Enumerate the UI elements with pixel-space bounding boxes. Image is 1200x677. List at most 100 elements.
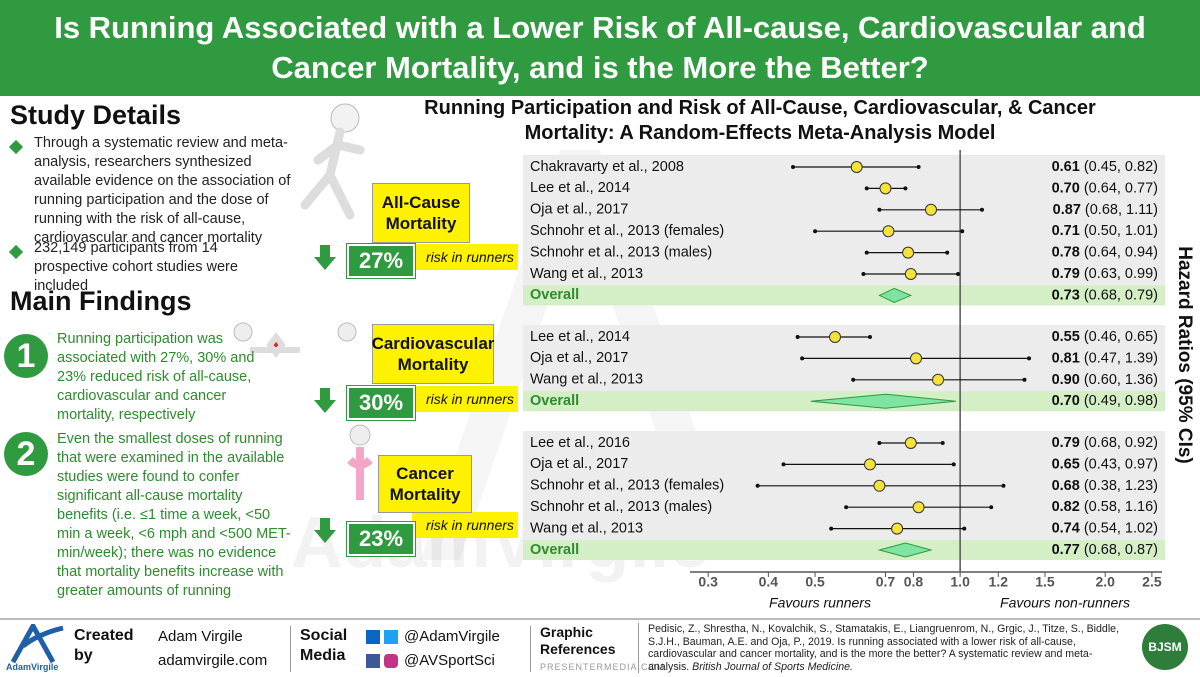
ci-high-end: [951, 462, 956, 467]
hr-label: 0.90 (0.60, 1.36): [1052, 372, 1158, 388]
note: risk in runners: [412, 244, 518, 270]
note: risk in runners: [412, 512, 518, 538]
hr-value: 0.81: [1052, 350, 1080, 366]
title-banner: Is Running Associated with a Lower Risk …: [0, 0, 1200, 96]
x-tick-label: 0.8: [904, 574, 924, 590]
study-label: Oja et al., 2017: [530, 202, 628, 218]
hr-marker: [902, 246, 915, 259]
section-heading: Main Findings: [10, 286, 192, 316]
x-tick-label: 0.3: [698, 574, 718, 590]
ci-low-end: [791, 165, 796, 169]
down-arrow: [314, 518, 336, 543]
hr-ci: (0.47, 1.39): [1084, 350, 1158, 366]
hr-value: 0.82: [1052, 499, 1080, 515]
ci-low-end: [829, 526, 834, 531]
hr-label: 0.65 (0.43, 0.97): [1052, 456, 1158, 472]
hr-value: 0.79: [1052, 435, 1080, 451]
citation-text: Pedisic, Z., Shrestha, N., Kovalchik, S.…: [648, 623, 1120, 673]
hr-ci: (0.64, 0.94): [1084, 244, 1158, 260]
ci-low-end: [864, 250, 869, 255]
hr-marker: [850, 161, 863, 173]
overall-background: [523, 540, 1165, 560]
x-tick-label: 0.7: [876, 574, 896, 590]
hr-marker: [932, 373, 945, 386]
hr-label: 0.78 (0.64, 0.94): [1052, 244, 1158, 260]
stretcher-figure: [250, 332, 300, 358]
hr-label: 0.68 (0.38, 1.23): [1052, 478, 1158, 494]
ci-high-end: [940, 441, 945, 445]
hr-ci: (0.50, 1.01): [1084, 223, 1158, 239]
journal: British Journal of Sports Medicine.: [692, 660, 853, 673]
overall-label: Overall: [530, 287, 579, 303]
ci-high-end: [1027, 356, 1032, 361]
hr-value: 0.70: [1052, 180, 1080, 196]
outcome-box: All-Cause Mortality: [372, 183, 470, 243]
x-label-right: Favours non-runners: [1000, 595, 1130, 611]
hr-label: 0.82 (0.58, 1.16): [1052, 499, 1158, 515]
x-tick-label: 1.5: [1035, 574, 1055, 590]
study-label: Oja et al., 2017: [530, 456, 628, 472]
hr-value: 0.71: [1052, 223, 1080, 239]
hr-value: 0.61: [1052, 159, 1080, 175]
overall-diamond: [877, 542, 933, 558]
hr-ci: (0.38, 1.23): [1084, 478, 1158, 494]
hr-ci: (0.60, 1.36): [1084, 372, 1158, 388]
footer: AdamVirgile Created by Adam Virgile adam…: [0, 618, 1200, 677]
hr-label: 0.70 (0.49, 0.98): [1052, 393, 1158, 409]
hr-ci: (0.63, 0.99): [1084, 266, 1158, 282]
ci-low-end: [844, 505, 849, 510]
hr-label: 0.55 (0.46, 0.65): [1052, 329, 1158, 345]
ci-low-end: [795, 335, 800, 339]
ci-low-end: [800, 356, 805, 361]
graphic-source: PRESENTERMEDIA.COM: [540, 662, 666, 672]
study-label: Wang et al., 2013: [530, 372, 643, 388]
hr-ci: (0.46, 0.65): [1084, 329, 1158, 345]
note-text: risk in runners: [426, 249, 514, 265]
hr-value: 0.74: [1052, 520, 1080, 536]
ci-high-end: [916, 165, 921, 169]
study-label: Lee et al., 2016: [530, 435, 630, 451]
group-background: [523, 431, 1165, 560]
down-arrow: [314, 388, 336, 413]
y-label: Hazard Ratios (95% CIs): [1174, 246, 1195, 464]
overall-label: Overall: [530, 542, 579, 558]
reduction: 30%: [347, 386, 415, 420]
ci-high-end: [1001, 483, 1006, 488]
study-label: Wang et al., 2013: [530, 520, 643, 536]
study-label: Schnohr et al., 2013 (females): [530, 478, 724, 494]
note-text: risk in runners: [426, 517, 514, 533]
ci-low-end: [877, 441, 882, 445]
hr-value: 0.68: [1052, 478, 1080, 494]
logo-text: AdamVirgile: [6, 662, 59, 672]
finding-text: Even the smallest doses of running that …: [57, 431, 291, 599]
ci-high-end: [867, 335, 872, 339]
chart-title: Running Participation and Risk of All-Ca…: [424, 97, 1096, 144]
figure-head: [349, 424, 371, 446]
hr-marker: [910, 352, 923, 365]
study-label: Schnohr et al., 2013 (males): [530, 499, 712, 515]
study-label: Chakravarty et al., 2008: [530, 159, 684, 175]
runner-figure: [300, 127, 365, 220]
section-heading: Study Details: [10, 100, 182, 130]
ci-low-end: [781, 462, 786, 467]
study-label: Schnohr et al., 2013 (females): [530, 223, 724, 239]
instagram-icon: [384, 654, 398, 668]
x-tick-label: 0.4: [759, 574, 779, 590]
hr-label: 0.71 (0.50, 1.01): [1052, 223, 1158, 239]
x-label-left: Favours runners: [769, 595, 871, 611]
hr-label: 0.79 (0.63, 0.99): [1052, 266, 1158, 282]
author: Adam Virgile: [158, 628, 243, 645]
hr-label: 0.87 (0.68, 1.11): [1053, 202, 1158, 218]
x-tick-label: 1.0: [950, 574, 970, 590]
figure-head: [330, 103, 360, 133]
overall-diamond: [810, 393, 956, 409]
study-label: Lee et al., 2014: [530, 329, 630, 345]
hr-marker: [879, 182, 892, 195]
hr-label: 0.70 (0.64, 0.77): [1052, 180, 1158, 196]
study-label: Wang et al., 2013: [530, 266, 643, 282]
finding-number: 2: [4, 432, 48, 476]
ci-low-end: [851, 377, 856, 382]
outcome-box: Cardiovascular Mortality: [372, 324, 494, 384]
hr-label: 0.79 (0.68, 0.92): [1052, 435, 1158, 451]
